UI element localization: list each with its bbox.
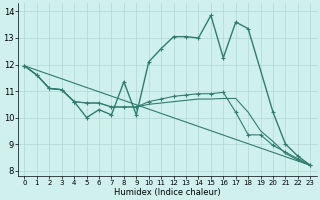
X-axis label: Humidex (Indice chaleur): Humidex (Indice chaleur)	[114, 188, 221, 197]
